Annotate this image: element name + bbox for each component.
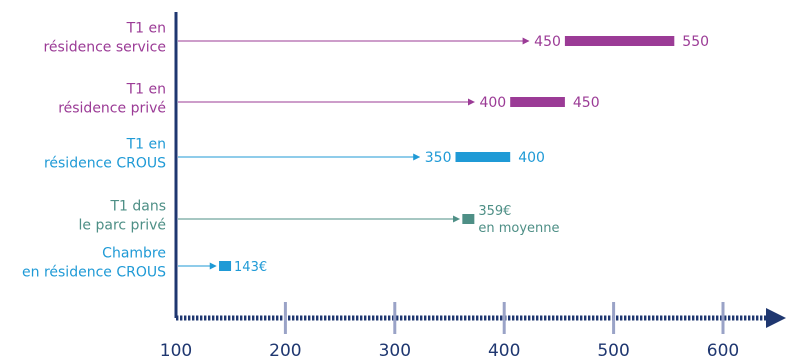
min-value-label: 400 xyxy=(479,95,506,111)
range-bar xyxy=(564,36,675,46)
range-bar xyxy=(455,152,511,162)
x-tick-label: 100 xyxy=(160,341,192,360)
min-value-label: 450 xyxy=(534,34,561,50)
category-label: T1 en résidence CROUS xyxy=(44,137,166,172)
value-label: 143€ xyxy=(234,260,267,275)
min-value-label: 350 xyxy=(425,150,452,166)
value-label: 359€ xyxy=(478,204,511,219)
value-marker xyxy=(219,261,232,271)
value-note: en moyenne xyxy=(478,221,559,236)
category-label: T1 en résidence privé xyxy=(58,82,166,117)
category-label: Chambre en résidence CROUS xyxy=(22,246,166,281)
max-value-label: 450 xyxy=(573,95,600,111)
category-label: T1 en résidence service xyxy=(43,21,166,56)
x-tick-label: 300 xyxy=(379,341,411,360)
value-marker xyxy=(462,214,475,224)
max-value-label: 550 xyxy=(682,34,709,50)
x-tick-label: 600 xyxy=(707,341,739,360)
max-value-label: 400 xyxy=(518,150,545,166)
x-tick-label: 200 xyxy=(269,341,301,360)
category-label: T1 dans le parc privé xyxy=(79,199,166,234)
x-tick-label: 400 xyxy=(488,341,520,360)
x-tick-label: 500 xyxy=(597,341,629,360)
range-bar xyxy=(510,97,565,107)
